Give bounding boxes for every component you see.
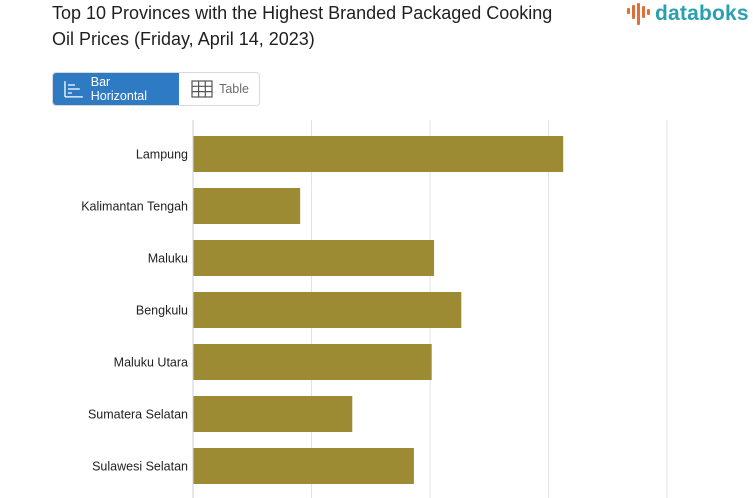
bar-horizontal-label: Bar Horizontal — [90, 75, 148, 103]
table-icon — [191, 80, 213, 98]
table-tab[interactable]: Table — [179, 73, 259, 105]
bar-lampung[interactable] — [193, 136, 564, 172]
bar-horizontal-tab[interactable]: Bar Horizontal — [53, 73, 180, 105]
category-label: Maluku Utara — [114, 356, 188, 370]
view-toggle: Bar Horizontal Table — [52, 72, 260, 106]
logo-bars-icon — [627, 3, 650, 25]
bar-sulawesi-selatan[interactable] — [193, 448, 414, 484]
category-label: Bengkulu — [136, 304, 188, 318]
databoks-logo[interactable]: databoks — [626, 2, 749, 26]
bar-maluku-utara[interactable] — [193, 344, 432, 380]
category-label: Sulawesi Selatan — [92, 460, 188, 474]
chart-title: Top 10 Provinces with the Highest Brande… — [52, 3, 553, 49]
bar-chart-icon — [64, 81, 83, 98]
bar-sumatera-selatan[interactable] — [193, 396, 353, 432]
category-label: Kalimantan Tengah — [81, 200, 188, 214]
bar-kalimantan-tengah[interactable] — [193, 188, 301, 224]
table-label: Table — [219, 82, 249, 96]
logo-text: databoks — [655, 2, 749, 25]
bar-chart: Lampung Kalimantan Tengah Maluku Bengkulu Ma… — [81, 120, 668, 498]
category-label: Maluku — [148, 252, 188, 266]
category-label: Sumatera Selatan — [88, 408, 188, 422]
bar-bengkulu[interactable] — [193, 292, 462, 328]
bar-maluku[interactable] — [193, 240, 435, 276]
category-label: Lampung — [136, 148, 188, 162]
